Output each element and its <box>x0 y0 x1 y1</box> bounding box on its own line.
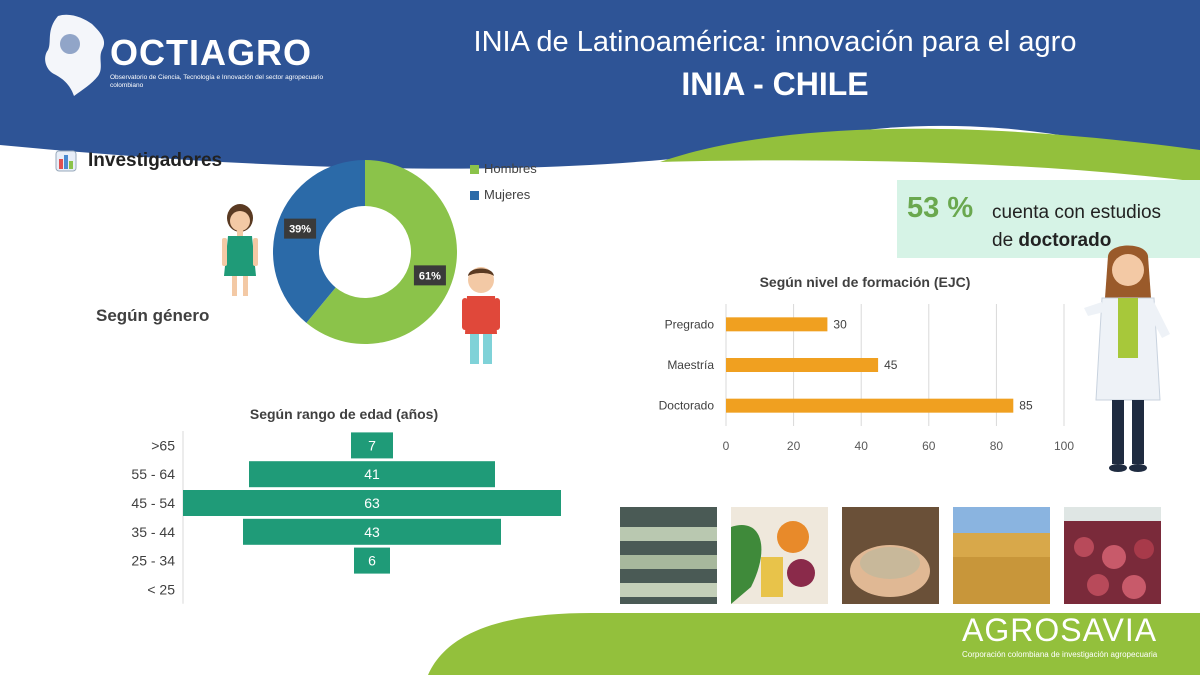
education-tick-label: 60 <box>922 439 936 453</box>
woman-icon <box>222 204 258 296</box>
footer-green-wave <box>428 612 1200 675</box>
agrosavia-logo: AGROSAVIA Corporación colombiana de inve… <box>962 612 1157 659</box>
header-band <box>0 0 1200 170</box>
bar-chart-icon <box>55 150 77 172</box>
education-tick-label: 40 <box>855 439 869 453</box>
legend-swatch-mujeres <box>470 191 479 201</box>
age-category-label: >65 <box>151 437 175 453</box>
footer-brand: AGROSAVIA <box>962 612 1158 648</box>
age-value-label: 63 <box>364 495 380 511</box>
education-category-label: Doctorado <box>659 399 715 413</box>
photo-wheat-field <box>953 507 1050 604</box>
colombia-map-icon <box>45 14 105 96</box>
education-chart-title: Según nivel de formación (EJC) <box>760 274 971 290</box>
age-bar-0 <box>351 432 393 459</box>
callout-line1: cuenta con estudios <box>992 202 1162 223</box>
callout-percent: 53 % <box>907 192 974 224</box>
brand-name: OCTIAGRO <box>110 32 312 73</box>
scientist-icon <box>1084 245 1170 472</box>
age-bar-4 <box>354 547 390 574</box>
legend-label-mujeres: Mujeres <box>484 187 531 202</box>
photo-vegetables <box>731 507 828 604</box>
education-bar-chart: Según nivel de formación (EJC) 0 20 40 60 80 1… <box>659 274 1075 453</box>
education-value-label: 30 <box>833 317 847 331</box>
legend-label-hombres: Hombres <box>484 161 537 176</box>
callout-line2: de doctorado <box>992 230 1111 252</box>
doctorate-callout: 53 % cuenta con estudios de doctorado <box>897 180 1200 258</box>
photo-seed-storage <box>620 507 717 604</box>
callout-line2-bold: doctorado <box>1018 230 1112 251</box>
section-title: Investigadores <box>88 150 223 171</box>
education-bar-2 <box>726 398 1014 413</box>
education-bar-0 <box>726 317 828 332</box>
age-bar-chart: Según rango de edad (años) >65 7 55 - 64 41 4… <box>131 406 561 604</box>
age-value-label: 7 <box>368 437 376 453</box>
education-bar-1 <box>726 358 879 372</box>
legend-hombres: Hombres <box>470 161 537 176</box>
age-category-label: 55 - 64 <box>131 466 175 482</box>
age-bar-3 <box>243 518 501 545</box>
donut-label-text: 39% <box>289 224 311 236</box>
education-tick-label: 20 <box>787 439 801 453</box>
age-category-label: 35 - 44 <box>131 524 175 540</box>
legend-swatch-hombres <box>470 165 479 175</box>
page-title: INIA de Latinoamérica: innovación para e… <box>473 26 1077 58</box>
age-value-label: 43 <box>364 524 380 540</box>
footer-tagline: Corporación colombiana de investigación … <box>962 650 1158 659</box>
age-category-label: < 25 <box>147 581 175 597</box>
age-value-label: 41 <box>364 466 380 482</box>
donut-label-mujeres: 39% <box>284 218 317 239</box>
octiagro-logo: OCTIAGRO Observatorio de Ciencia, Tecnol… <box>40 10 323 100</box>
man-icon <box>462 267 500 364</box>
donut-label-bg <box>284 218 317 239</box>
donut-slice-mujeres <box>273 160 365 323</box>
callout-line2-prefix: de <box>992 230 1019 251</box>
education-category-label: Pregrado <box>665 317 715 331</box>
age-category-label: 25 - 34 <box>131 553 175 569</box>
education-value-label: 45 <box>884 358 898 372</box>
donut-label-hombres: 61% <box>413 265 446 286</box>
age-category-label: 45 - 54 <box>131 495 175 511</box>
age-bar-1 <box>249 461 495 488</box>
education-tick-label: 80 <box>990 439 1004 453</box>
page-subtitle: INIA - CHILE <box>681 66 869 102</box>
photo-onions <box>1064 507 1161 604</box>
photo-seeds-hands <box>842 507 939 604</box>
gender-donut-chart: 61% 39% <box>273 160 457 344</box>
brand-subtitle: Observatorio de Ciencia, Tecnología e In… <box>110 74 324 89</box>
header-green-wave <box>660 128 1200 182</box>
gender-label: Según género <box>96 306 210 325</box>
donut-label-bg <box>413 265 446 286</box>
donut-slice-hombres <box>306 160 457 344</box>
age-chart-title: Según rango de edad (años) <box>250 406 438 422</box>
education-category-label: Maestría <box>667 358 714 372</box>
education-tick-label: 0 <box>723 439 730 453</box>
legend-mujeres: Mujeres <box>470 187 530 202</box>
age-value-label: 6 <box>368 553 376 569</box>
donut-label-text: 61% <box>419 270 441 282</box>
age-bar-2 <box>183 490 561 516</box>
education-tick-label: 100 <box>1054 439 1074 453</box>
education-value-label: 85 <box>1019 399 1033 413</box>
